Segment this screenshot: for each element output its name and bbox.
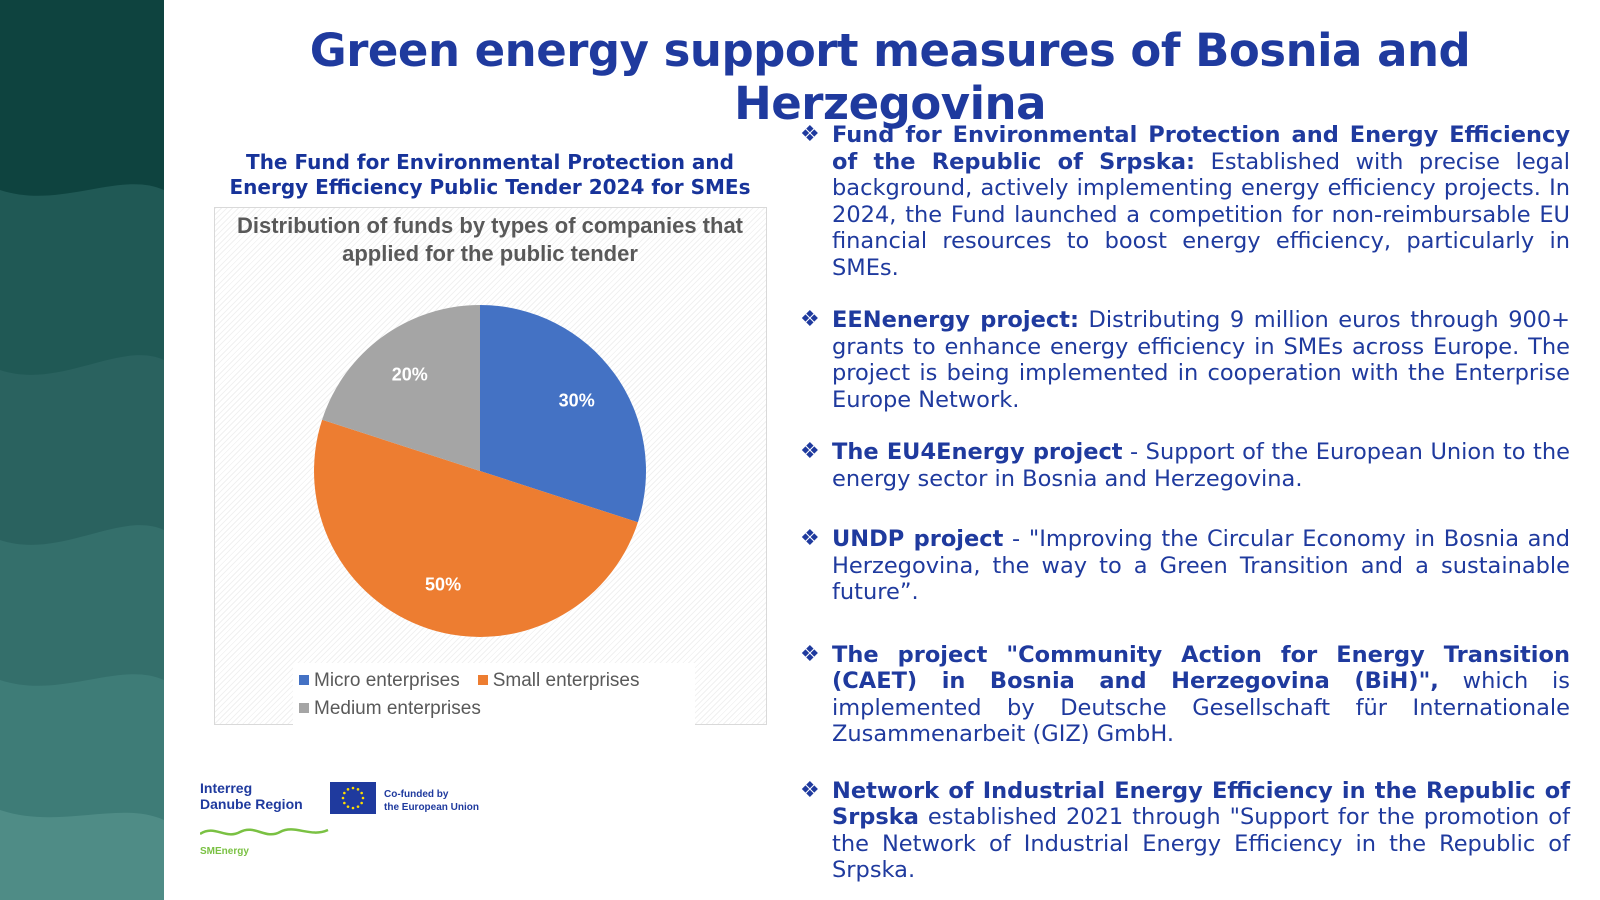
pie-data-label: 20% [392,364,428,384]
bullet-item: ❖ The EU4Energy project - Support of the … [800,439,1570,492]
pie-data-label: 50% [425,575,461,595]
legend-swatch [299,703,309,713]
bullet-heading: The project "Community Action for Energy… [832,641,1570,695]
diamond-bullet-icon: ❖ [800,307,820,332]
smenergy-wave-icon [200,828,329,836]
bullet-item: ❖ UNDP project - "Improving the Circular … [800,526,1570,606]
cofunded-line2: the European Union [384,802,479,813]
pie-chart: Distribution of funds by types of compan… [214,207,767,727]
eu-star-icon [361,796,365,800]
eu-star-icon [351,806,355,810]
eu-star-icon [343,791,346,795]
eu-star-icon [343,801,346,805]
interreg-logo-line2: Danube Region [200,796,303,812]
bullet-heading: Fund for Environmental Protection and En… [832,122,1570,175]
cofunded-line1: Co-funded by [384,789,449,800]
eu-star-icon [351,786,355,790]
legend-item: Micro enterprises [299,667,460,695]
eu-flag-icon [330,782,376,814]
pie-slice [314,419,638,637]
legend-swatch [299,675,309,685]
eu-star-icon [341,796,345,800]
bullet-item: ❖ Fund for Environmental Protection and E… [800,122,1570,281]
legend-label: Small enterprises [492,670,640,691]
pie-slice [322,305,480,471]
bullet-item: ❖ The project "Community Action for Energ… [800,642,1570,748]
diamond-bullet-icon: ❖ [800,777,820,803]
pie-chart-canvas: 30% 50% 20% [314,305,646,637]
cofunded-label: Co-funded by the European Union [384,788,479,814]
bullet-text: established 2021 through "Support for th… [832,804,1570,883]
bullet-item: ❖ EENenergy project: Distributing 9 milli… [800,307,1570,413]
eu-star-icon [356,805,360,808]
decorative-wave-band [0,0,164,900]
diamond-bullet-icon: ❖ [800,439,820,464]
bullet-text: - Support of the European Union to the e… [832,439,1570,492]
bullet-heading: The EU4Energy project [832,439,1123,465]
legend-item: Medium enterprises [299,695,481,723]
bullet-text: Established with precise legal backgroun… [832,148,1570,281]
bullet-item: ❖ Network of Industrial Energy Efficiency… [800,778,1570,884]
legend-item: Small enterprises [477,667,640,695]
bullet-heading: UNDP project [832,526,1004,552]
eu-star-icon [346,805,350,808]
bullet-list: ❖ Fund for Environmental Protection and E… [800,122,1570,884]
diamond-bullet-icon: ❖ [800,526,820,551]
chart-legend: Micro enterprises Small enterprises Medium… [293,663,695,727]
bullet-heading: EENenergy project: [832,307,1079,333]
bullet-text: - "Improving the Circular Economy in Bos… [832,526,1570,605]
pie-slice [480,305,646,523]
bullet-heading: Network of Industrial Energy Efficiency … [832,777,1570,831]
bullet-text: which is implemented by Deutsche Gesells… [832,668,1571,747]
logo-strip: Interreg Danube Region Co-funded by the … [200,780,500,860]
legend-label: Medium enterprises [314,698,481,719]
chart-title: Distribution of funds by types of compan… [236,213,744,266]
page-title: Green energy support measures of Bosnia … [309,24,1471,130]
smenergy-logo-text: SMEnergy [200,846,249,857]
interreg-logo: Interreg Danube Region [200,780,303,812]
diamond-bullet-icon: ❖ [800,641,820,667]
bullet-text: Distributing 9 million euros through 900… [832,307,1570,413]
eu-star-icon [356,788,360,791]
chart-heading: The Fund for Environmental Protection an… [229,150,751,199]
legend-swatch [477,675,488,685]
pie-data-label: 30% [559,391,595,411]
eu-star-icon [360,801,363,805]
interreg-logo-line1: Interreg [200,780,253,796]
diamond-bullet-icon: ❖ [800,122,820,147]
eu-star-icon [346,788,350,791]
eu-star-icon [360,791,363,795]
legend-label: Micro enterprises [314,670,460,691]
